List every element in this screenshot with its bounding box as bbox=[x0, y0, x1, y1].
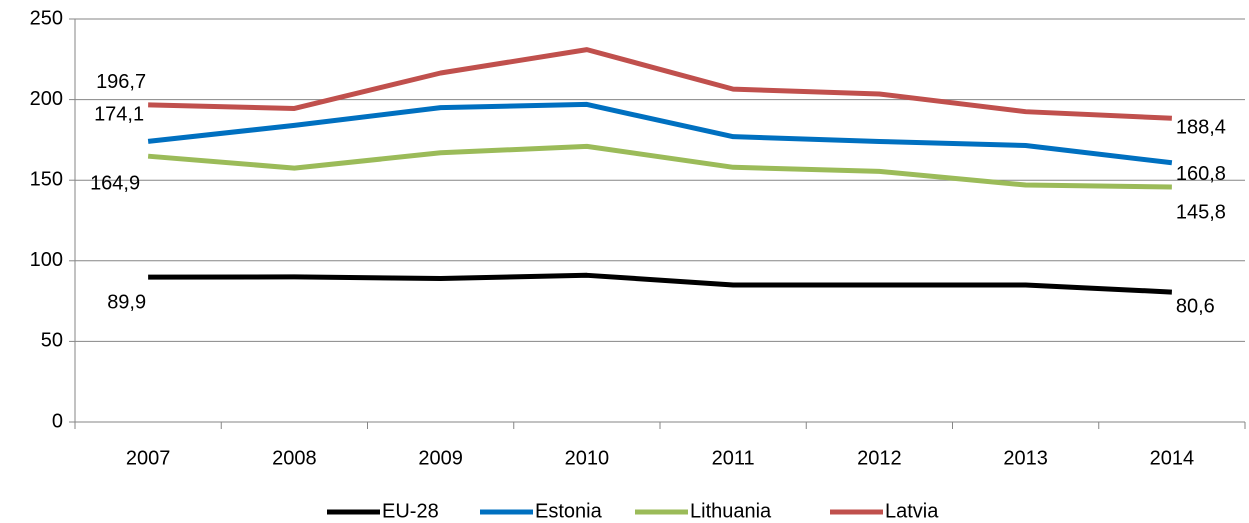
y-tick-label: 0 bbox=[52, 410, 63, 432]
data-label: 196,7 bbox=[96, 71, 146, 93]
series-line bbox=[148, 47, 1172, 121]
x-tick-label: 2010 bbox=[565, 447, 610, 469]
x-tick-label: 2013 bbox=[1003, 447, 1048, 469]
x-tick-label: 2014 bbox=[1150, 447, 1195, 469]
data-label: 174,1 bbox=[94, 104, 144, 126]
data-label: 89,9 bbox=[107, 291, 146, 313]
data-label: 164,9 bbox=[90, 172, 140, 194]
y-tick-label: 200 bbox=[30, 88, 63, 110]
y-tick-label: 250 bbox=[30, 7, 63, 29]
legend-label: Latvia bbox=[885, 500, 939, 522]
series-line bbox=[148, 272, 1172, 295]
x-tick-label: 2008 bbox=[272, 447, 317, 469]
series-line bbox=[147, 101, 1173, 166]
x-tick-label: 2012 bbox=[857, 447, 902, 469]
y-tick-label: 100 bbox=[30, 249, 63, 271]
y-tick-label: 150 bbox=[30, 168, 63, 190]
data-label: 80,6 bbox=[1176, 295, 1215, 317]
data-label: 188,4 bbox=[1176, 117, 1226, 139]
legend-label: Lithuania bbox=[690, 500, 772, 522]
data-label: 160,8 bbox=[1176, 163, 1226, 185]
data-label: 145,8 bbox=[1176, 201, 1226, 223]
legend-label: EU-28 bbox=[382, 500, 439, 522]
x-tick-label: 2007 bbox=[126, 447, 171, 469]
legend-label: Estonia bbox=[535, 500, 603, 522]
series-line bbox=[147, 143, 1172, 190]
x-tick-label: 2009 bbox=[418, 447, 463, 469]
x-tick-label: 2011 bbox=[712, 447, 755, 469]
y-tick-label: 50 bbox=[41, 330, 63, 352]
